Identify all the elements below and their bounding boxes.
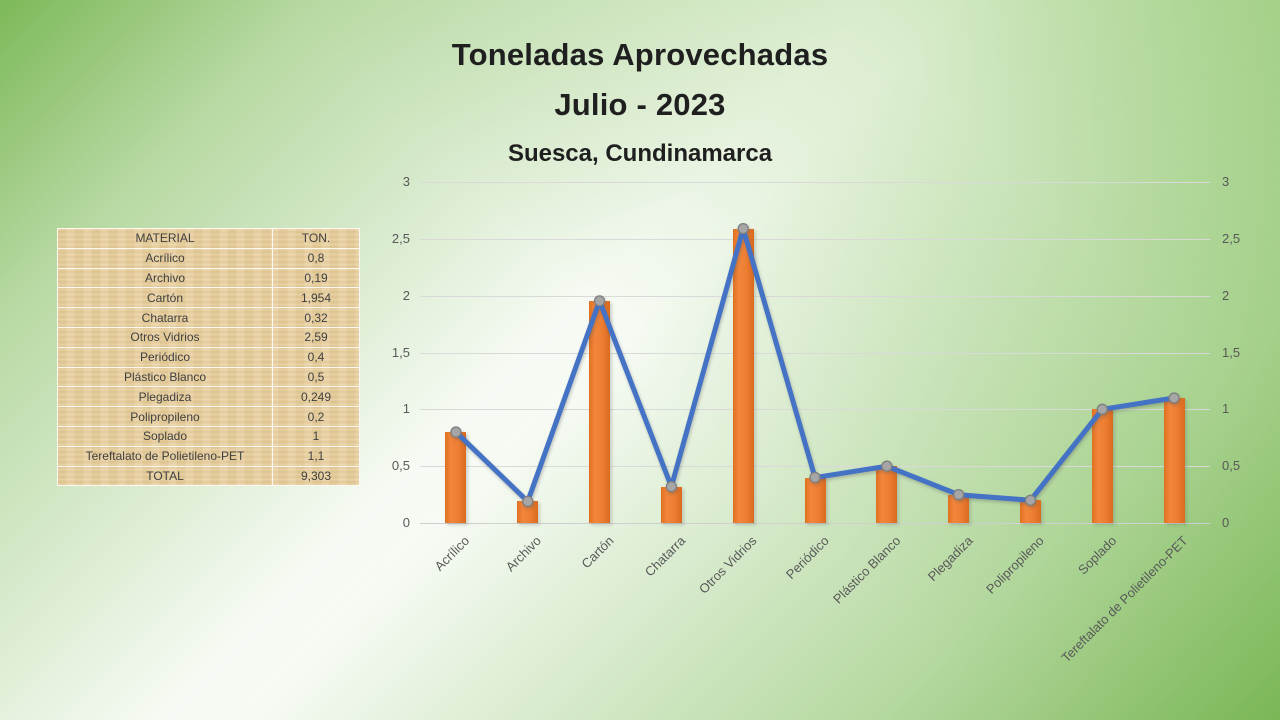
gridline xyxy=(420,295,1210,297)
table-cell-ton: 2,59 xyxy=(272,326,360,348)
x-axis-label: Acrílico xyxy=(431,533,473,574)
x-axis-label: Chatarra xyxy=(641,533,688,580)
x-axis-label: Polipropileno xyxy=(983,533,1048,597)
table-cell-material: TOTAL xyxy=(57,465,273,487)
table-cell-ton: 9,303 xyxy=(272,465,360,487)
x-axis-label: Soplado xyxy=(1074,533,1119,578)
table-cell-ton: 0,249 xyxy=(272,386,360,408)
bar xyxy=(948,494,970,523)
table-row: Periódico 0,4 xyxy=(57,346,360,368)
bar xyxy=(1019,500,1041,523)
x-axis-label: Periódico xyxy=(782,533,832,582)
bar xyxy=(876,466,898,523)
table-row: Tereftalato de Polietileno-PET 1,1 xyxy=(57,445,360,467)
gridline xyxy=(420,238,1210,240)
table-cell-material: Polipropileno xyxy=(57,406,273,427)
bar xyxy=(732,228,754,523)
bar xyxy=(1091,409,1113,523)
gridline xyxy=(420,466,1210,468)
bar xyxy=(804,477,826,523)
bar xyxy=(1163,397,1185,523)
x-axis-label: Plegadiza xyxy=(924,533,976,584)
gridline xyxy=(420,523,1210,524)
table-row: Cartón 1,954 xyxy=(57,287,360,309)
line-marker xyxy=(1096,403,1108,415)
table-body: Acrílico 0,8 Archivo 0,19 Cartón 1,954 Chatarr… xyxy=(57,247,360,487)
bar xyxy=(660,486,682,523)
y-axis-label-right: 0,5 xyxy=(1222,458,1241,474)
y-axis-label-left: 0,5 xyxy=(391,458,410,474)
line-series xyxy=(450,222,1180,508)
y-axis-label-left: 2 xyxy=(402,287,410,303)
table-row: Soplado 1 xyxy=(57,425,360,447)
line-marker xyxy=(522,495,534,508)
line-marker xyxy=(1168,392,1180,404)
title-block: Toneladas Aprovechadas Julio - 2023 Sues… xyxy=(0,30,1280,171)
line-marker xyxy=(665,480,678,493)
table-row: Archivo 0,19 xyxy=(57,267,360,289)
bar xyxy=(517,501,539,523)
table-cell-ton: 0,8 xyxy=(272,247,360,269)
x-axis-labels: Acrílico Archivo Cartón Chatarra Otros Vidri… xyxy=(420,182,1210,665)
chart-subtitle: Suesca, Cundinamarca xyxy=(507,140,773,167)
x-axis-label: Archivo xyxy=(503,533,545,575)
table-cell-material: Soplado xyxy=(57,425,273,447)
x-axis-label: Cartón xyxy=(577,533,617,572)
y-axis-label-right: 2 xyxy=(1222,287,1230,303)
gridline xyxy=(420,352,1210,354)
y-axis-label-right: 2,5 xyxy=(1222,230,1241,246)
line-marker xyxy=(809,471,821,484)
line-marker xyxy=(881,460,893,472)
line-marker xyxy=(450,426,462,438)
y-axis-label-left: 2,5 xyxy=(391,230,410,246)
gridline xyxy=(420,409,1210,411)
bar xyxy=(589,300,611,523)
chart-title-line2: Julio - 2023 xyxy=(554,87,726,122)
line-marker xyxy=(593,295,606,307)
x-axis-label: Tereftalato de Polietileno-PET xyxy=(1058,533,1191,666)
y-axis-label-left: 3 xyxy=(402,174,410,189)
table-row: Plástico Blanco 0,5 xyxy=(57,366,360,388)
y-axis-label-left: 1 xyxy=(402,401,410,417)
chart-title-line1: Toneladas Aprovechadas xyxy=(451,37,829,72)
y-axis-label-right: 1,5 xyxy=(1222,344,1241,360)
bar xyxy=(445,432,467,523)
y-axis-label-right: 1 xyxy=(1222,401,1230,417)
y-axis-label-left: 0 xyxy=(402,515,410,530)
line-marker xyxy=(737,222,749,235)
table-cell-material: Chatarra xyxy=(57,307,273,328)
y-axis-label-right: 0 xyxy=(1222,515,1230,530)
x-axis-label: Plástico Blanco xyxy=(829,533,904,607)
table-row: Chatarra 0,32 xyxy=(57,307,360,328)
line-marker xyxy=(952,489,965,501)
gridline xyxy=(420,182,1210,183)
table-row: TOTAL 9,303 xyxy=(57,465,360,487)
table-cell-material: Otros Vidrios xyxy=(57,326,273,348)
table-cell-ton: 1,954 xyxy=(272,287,360,309)
table-row: Acrílico 0,8 xyxy=(57,247,360,269)
y-axis-label-right: 3 xyxy=(1222,174,1230,189)
table-row: Otros Vidrios 2,59 xyxy=(57,326,360,348)
line-marker xyxy=(1024,494,1037,506)
x-axis-label: Otros Vidrios xyxy=(696,533,760,597)
materials-table: MATERIAL TON. Acrílico 0,8 Archivo 0,19 Cart… xyxy=(57,228,360,487)
table-header-row: MATERIAL TON. xyxy=(57,228,360,249)
table-cell-ton: 0,32 xyxy=(272,307,360,328)
y-axis-label-left: 1,5 xyxy=(391,344,410,360)
